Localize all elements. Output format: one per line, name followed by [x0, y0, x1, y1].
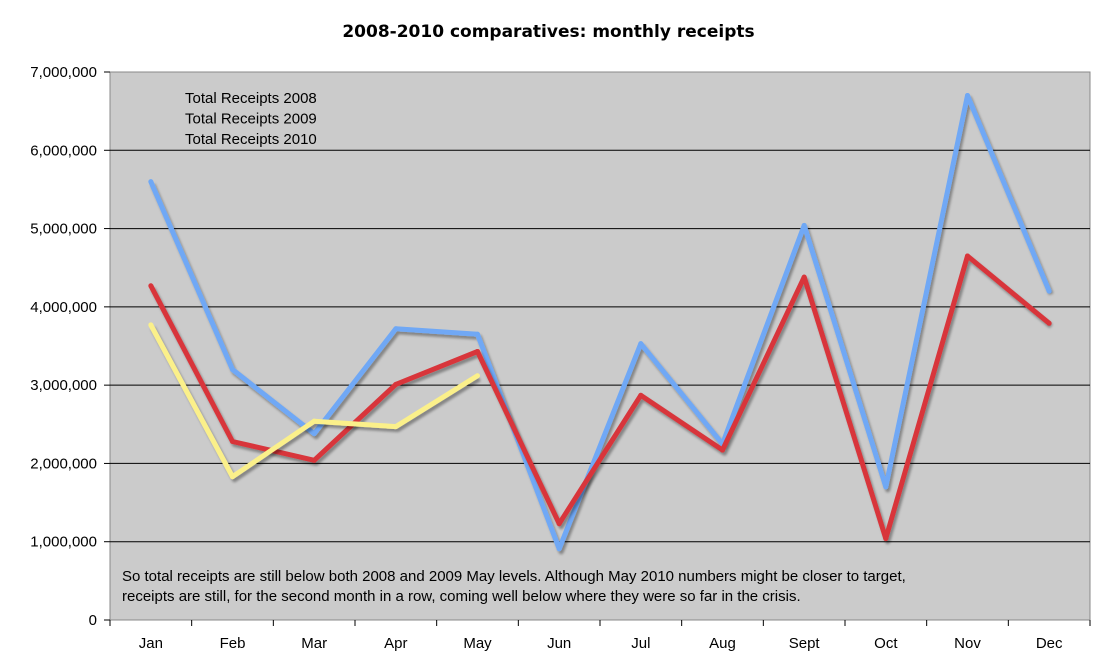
- y-tick-label: 2,000,000: [30, 455, 97, 472]
- x-tick-label: Oct: [874, 635, 898, 652]
- y-tick-label: 4,000,000: [30, 299, 97, 316]
- x-tick-label: Jun: [547, 635, 571, 652]
- data-point: [311, 457, 317, 463]
- data-point: [638, 341, 644, 347]
- series-line-1: [148, 93, 1052, 552]
- x-tick-label: Feb: [220, 635, 246, 652]
- series-line-2: [148, 253, 1051, 542]
- y-tick-label: 5,000,000: [30, 221, 97, 238]
- chart-title: 2008-2010 comparatives: monthly receipts: [342, 22, 755, 42]
- annotation-text: So total receipts are still below both 2…: [122, 568, 906, 585]
- data-point: [965, 253, 970, 259]
- legend-label: Total Receipts 2008: [185, 90, 317, 107]
- legend-label: Total Receipts 2010: [185, 131, 317, 148]
- data-point: [883, 484, 889, 490]
- data-point: [475, 348, 480, 354]
- data-point: [965, 92, 970, 98]
- plot-area: [109, 71, 1091, 621]
- data-point: [720, 447, 725, 453]
- y-tick-label: 1,000,000: [30, 534, 97, 551]
- legend-label: Total Receipts 2009: [185, 111, 317, 128]
- data-point: [556, 546, 562, 552]
- data-point: [556, 521, 562, 527]
- data-point: [1046, 288, 1052, 294]
- x-tick-label: Sept: [789, 635, 821, 652]
- data-point: [393, 326, 399, 332]
- x-tick-label: Aug: [709, 635, 736, 652]
- data-point: [148, 322, 154, 328]
- data-point: [230, 474, 235, 480]
- x-tick-label: Mar: [301, 635, 327, 652]
- x-tick-label: Jan: [139, 635, 163, 652]
- y-tick-label: 0: [89, 612, 97, 629]
- x-tick-label: Nov: [954, 635, 981, 652]
- annotation-text: receipts are still, for the second month…: [122, 588, 801, 605]
- data-point: [230, 366, 235, 372]
- data-point: [393, 381, 399, 387]
- x-tick-label: Apr: [384, 635, 407, 652]
- data-point: [311, 418, 317, 424]
- data-point: [1046, 320, 1052, 326]
- data-point: [638, 392, 644, 398]
- data-point: [475, 331, 480, 337]
- x-tick-label: Jul: [631, 635, 650, 652]
- data-point: [801, 274, 807, 280]
- data-point: [148, 283, 154, 289]
- data-point: [393, 424, 399, 430]
- y-tick-label: 7,000,000: [30, 64, 97, 81]
- data-point: [475, 373, 480, 379]
- data-point: [883, 536, 889, 542]
- data-point: [801, 222, 807, 228]
- data-point: [148, 179, 154, 185]
- x-tick-label: May: [463, 635, 492, 652]
- x-tick-label: Dec: [1036, 635, 1063, 652]
- data-point: [311, 431, 317, 437]
- data-point: [230, 439, 235, 445]
- y-tick-label: 3,000,000: [30, 377, 97, 394]
- y-tick-label: 6,000,000: [30, 142, 97, 159]
